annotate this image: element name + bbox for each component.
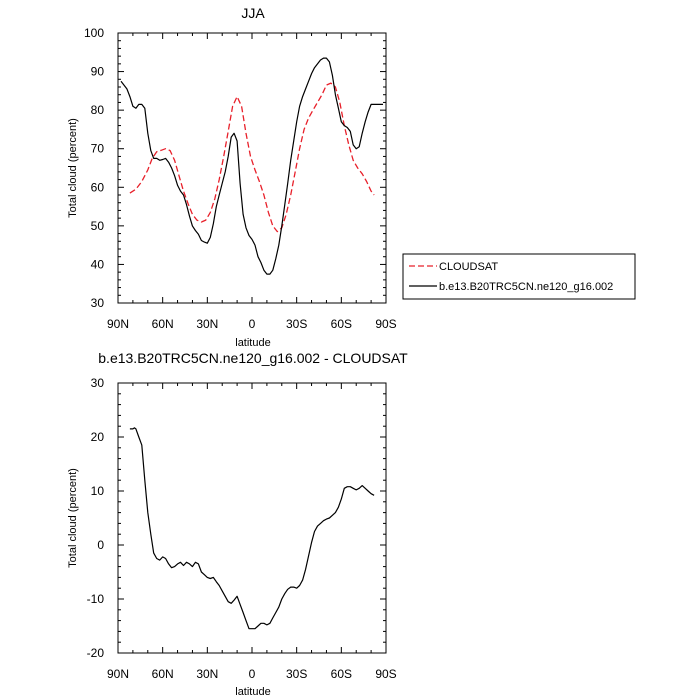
y-tick-label: 20 bbox=[91, 430, 105, 444]
legend-label-cloudsat: CLOUDSAT bbox=[439, 261, 498, 273]
y-tick-label: 90 bbox=[91, 65, 105, 79]
x-tick-label: 90S bbox=[375, 317, 396, 331]
y-tick-label: -10 bbox=[87, 592, 105, 606]
x-tick-label: 0 bbox=[249, 667, 256, 681]
y-tick-label: 50 bbox=[91, 219, 105, 233]
bottom-plot-area: 90N 60N 30N 0 30S 60S 90S -20 -10 0 10 20 30 bbox=[87, 376, 397, 681]
x-tick-label: 30N bbox=[196, 317, 218, 331]
y-tick-label: 60 bbox=[91, 180, 105, 194]
y-tick-label: 0 bbox=[97, 538, 104, 552]
x-tick-label: 90N bbox=[107, 667, 129, 681]
bottom-x-axis-label: latitude bbox=[235, 686, 270, 698]
top-panel: JJA Total cloud (percent) latitude 90N 60… bbox=[67, 5, 636, 349]
top-chart-title: JJA bbox=[241, 5, 265, 21]
x-tick-label: 30N bbox=[196, 667, 218, 681]
series-line-difference bbox=[129, 427, 375, 630]
y-tick-label: 100 bbox=[84, 26, 104, 40]
top-legend: CLOUDSAT b.e13.B20TRC5CN.ne120_g16.002 bbox=[402, 253, 636, 300]
y-tick-label: 40 bbox=[91, 257, 105, 271]
top-x-axis-label: latitude bbox=[235, 337, 270, 349]
legend-label-model: b.e13.B20TRC5CN.ne120_g16.002 bbox=[439, 281, 613, 293]
plot-frame bbox=[117, 32, 387, 304]
y-tick-label: 10 bbox=[91, 484, 105, 498]
bottom-panel: b.e13.B20TRC5CN.ne120_g16.002 - CLOUDSAT… bbox=[67, 350, 408, 698]
x-tick-label: 90S bbox=[375, 667, 396, 681]
legend-box bbox=[402, 253, 636, 300]
y-tick-label: 70 bbox=[91, 142, 105, 156]
y-tick-label: -20 bbox=[87, 646, 105, 660]
series-line-model bbox=[120, 57, 383, 275]
x-tick-label: 30S bbox=[286, 317, 307, 331]
series-line-cloudsat bbox=[129, 82, 375, 233]
plot-frame bbox=[117, 382, 387, 654]
x-tick-label: 90N bbox=[107, 317, 129, 331]
y-tick-label: 30 bbox=[91, 296, 105, 310]
y-tick-label: 30 bbox=[91, 376, 105, 390]
x-tick-label: 0 bbox=[249, 317, 256, 331]
x-tick-label: 60S bbox=[331, 667, 352, 681]
x-tick-label: 30S bbox=[286, 667, 307, 681]
top-y-axis-label: Total cloud (percent) bbox=[67, 118, 79, 218]
y-tick-label: 80 bbox=[91, 103, 105, 117]
x-tick-label: 60S bbox=[331, 317, 352, 331]
bottom-chart-title: b.e13.B20TRC5CN.ne120_g16.002 - CLOUDSAT bbox=[98, 350, 408, 366]
x-tick-label: 60N bbox=[152, 317, 174, 331]
top-plot-area: 90N 60N 30N 0 30S 60S 90S 30 40 50 60 70 80 90 100 bbox=[84, 26, 397, 331]
bottom-y-axis-label: Total cloud (percent) bbox=[67, 468, 79, 568]
x-tick-label: 60N bbox=[152, 667, 174, 681]
